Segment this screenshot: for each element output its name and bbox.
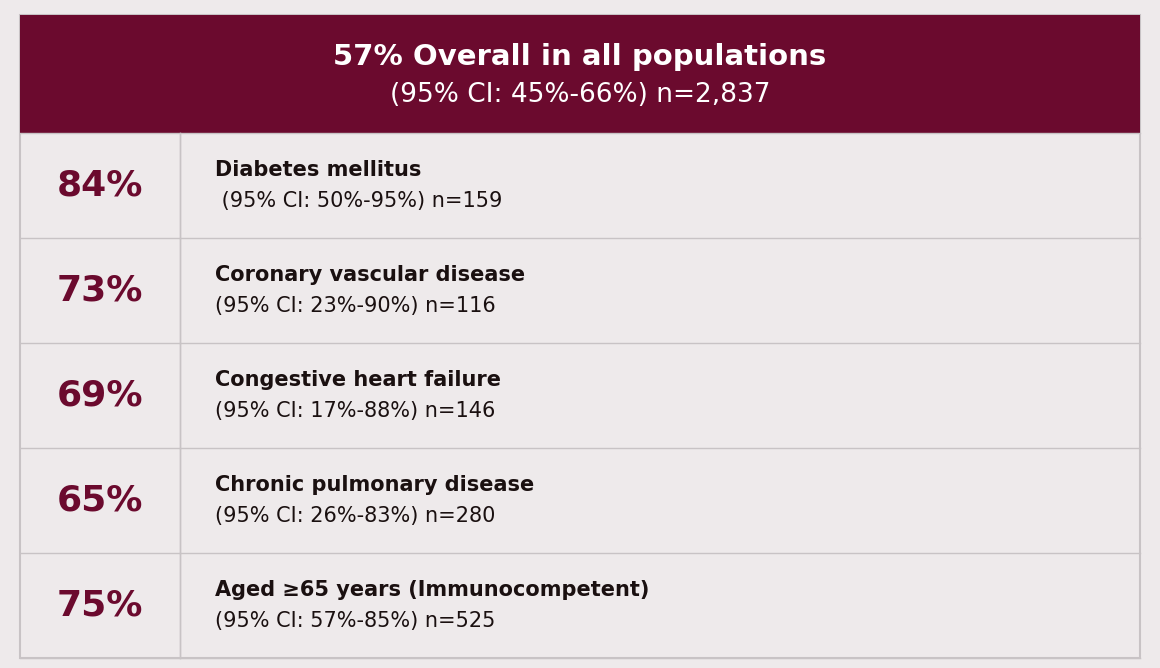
FancyBboxPatch shape <box>20 15 1140 133</box>
Text: 69%: 69% <box>57 379 143 413</box>
Text: 65%: 65% <box>57 484 143 518</box>
Text: (95% CI: 26%-83%) n=280: (95% CI: 26%-83%) n=280 <box>215 506 495 526</box>
Text: (95% CI: 45%-66%) n=2,837: (95% CI: 45%-66%) n=2,837 <box>390 82 770 108</box>
Text: Congestive heart failure: Congestive heart failure <box>215 370 501 389</box>
Text: Coronary vascular disease: Coronary vascular disease <box>215 265 525 285</box>
Text: (95% CI: 23%-90%) n=116: (95% CI: 23%-90%) n=116 <box>215 296 495 316</box>
Text: 73%: 73% <box>57 273 143 307</box>
Text: 57% Overall in all populations: 57% Overall in all populations <box>333 43 827 71</box>
Text: 75%: 75% <box>57 589 143 623</box>
Text: 84%: 84% <box>57 168 143 202</box>
Text: Diabetes mellitus: Diabetes mellitus <box>215 160 421 180</box>
FancyBboxPatch shape <box>20 15 1140 658</box>
Text: (95% CI: 17%-88%) n=146: (95% CI: 17%-88%) n=146 <box>215 401 495 422</box>
Text: (95% CI: 50%-95%) n=159: (95% CI: 50%-95%) n=159 <box>215 191 502 211</box>
Text: (95% CI: 57%-85%) n=525: (95% CI: 57%-85%) n=525 <box>215 611 495 631</box>
Text: Aged ≥65 years (Immunocompetent): Aged ≥65 years (Immunocompetent) <box>215 580 650 600</box>
Text: Chronic pulmonary disease: Chronic pulmonary disease <box>215 475 534 495</box>
